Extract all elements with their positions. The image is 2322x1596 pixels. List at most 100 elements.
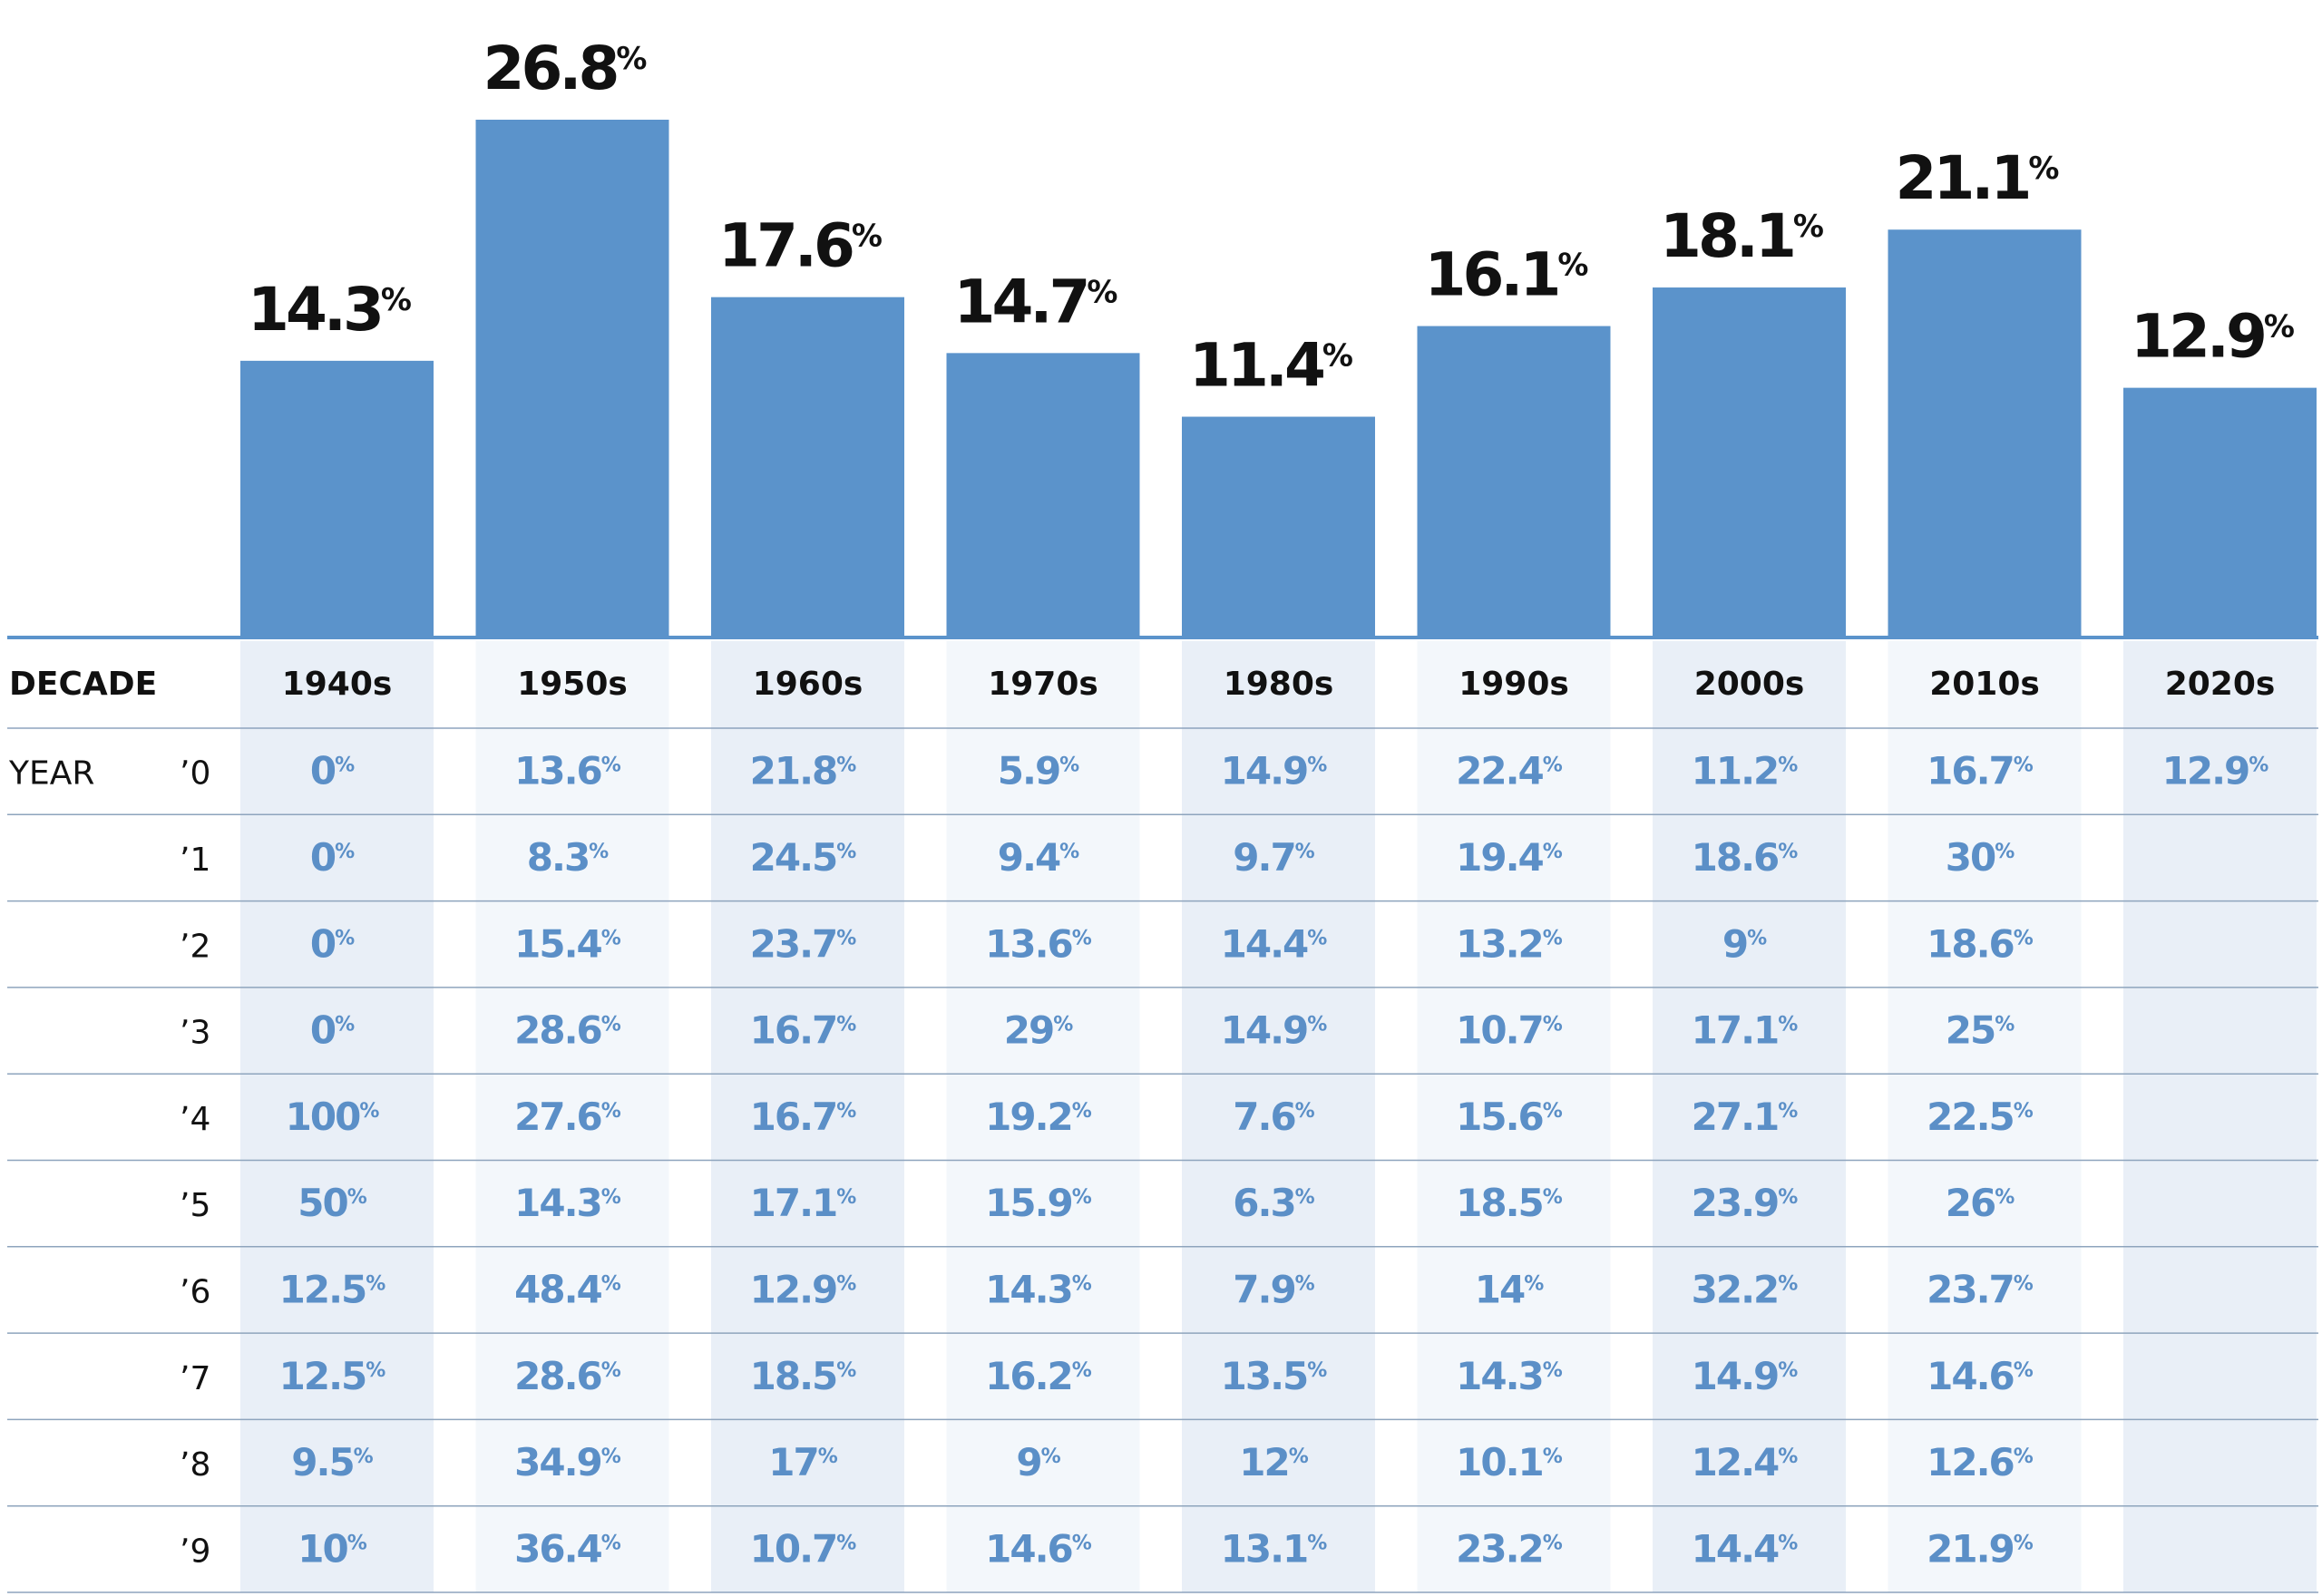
percent-sign: % [1295, 1272, 1315, 1295]
percent-sign: % [1307, 754, 1327, 777]
percent-sign: % [1524, 1272, 1544, 1295]
percent-sign: % [601, 1100, 621, 1123]
table-cell: 24.5% [750, 835, 857, 880]
decade-label-2020s: 2020s [2165, 666, 2276, 703]
bar-1990s [1417, 326, 1611, 637]
percent-sign: % [1543, 1359, 1563, 1382]
decade-label-2000s: 2000s [1694, 666, 1805, 703]
percent-sign: % [852, 219, 882, 255]
table-cell: 34.9% [514, 1440, 621, 1484]
percent-sign: % [1778, 754, 1798, 777]
bar-value-label-2010s: 21.1% [1896, 143, 2059, 213]
column-shade-1970s [946, 641, 1140, 1592]
percent-sign: % [1072, 1359, 1092, 1382]
percent-sign: % [1059, 754, 1079, 777]
percent-sign: % [2014, 1272, 2034, 1295]
year-label: ’3 [180, 1015, 210, 1052]
year-label: ’2 [180, 928, 210, 965]
percent-sign: % [1778, 1100, 1798, 1123]
percent-sign: % [335, 754, 355, 777]
bar-1950s [475, 120, 669, 637]
percent-sign: % [1557, 248, 1587, 284]
year-label: ’4 [180, 1101, 210, 1138]
year-label: ’0 [180, 755, 210, 793]
percent-sign: % [836, 1186, 856, 1209]
percent-sign: % [1778, 1445, 1798, 1468]
bar-value-label-1960s: 17.6% [718, 211, 882, 281]
column-shade-1950s [475, 641, 669, 1592]
percent-sign: % [601, 927, 621, 949]
percent-sign: % [1072, 927, 1092, 949]
percent-sign: % [2014, 1359, 2034, 1382]
bar-value-label-1940s: 14.3% [248, 275, 411, 345]
percent-sign: % [601, 1186, 621, 1209]
percent-sign: % [2014, 1445, 2034, 1468]
percent-sign: % [1778, 1272, 1798, 1295]
column-shade-2010s [1888, 641, 2082, 1592]
percent-sign: % [366, 1272, 385, 1295]
percent-sign: % [601, 1272, 621, 1295]
percent-sign: % [1995, 1014, 2015, 1036]
percent-sign: % [366, 1359, 385, 1382]
percent-sign: % [1747, 927, 1767, 949]
percent-sign: % [381, 282, 411, 318]
percent-sign: % [1995, 841, 2015, 863]
percent-sign: % [1543, 1100, 1563, 1123]
year-label: ’5 [180, 1187, 210, 1224]
table-cell: 9% [1016, 1440, 1060, 1484]
percent-sign: % [335, 1014, 355, 1036]
percent-sign: % [1295, 1100, 1315, 1123]
percent-sign: % [1307, 927, 1327, 949]
column-shade-1990s [1417, 641, 1611, 1592]
bar-2020s [2123, 387, 2317, 637]
table-cell: 28.6% [514, 1008, 621, 1053]
percent-sign: % [1087, 274, 1117, 310]
column-shade-2000s [1653, 641, 1846, 1592]
year-label: ’9 [180, 1533, 210, 1570]
decade-label-1940s: 1940s [282, 666, 393, 703]
decade-label-1950s: 1950s [517, 666, 628, 703]
percent-sign: % [616, 41, 646, 77]
percent-sign: % [335, 841, 355, 863]
percent-sign: % [354, 1445, 374, 1468]
percent-sign: % [347, 1532, 367, 1554]
table-cell: 10% [298, 1526, 366, 1571]
bar-value-label-1950s: 26.8% [483, 34, 647, 103]
percent-sign: % [2014, 754, 2034, 777]
percent-sign: % [1543, 841, 1563, 863]
decade-label-1960s: 1960s [753, 666, 863, 703]
percent-sign: % [836, 1014, 856, 1036]
percent-sign: % [601, 1532, 621, 1554]
percent-sign: % [1793, 209, 1823, 245]
percent-sign: % [2014, 927, 2034, 949]
table-cell: 15.9% [985, 1181, 1092, 1225]
percent-sign: % [601, 1359, 621, 1382]
table-cell: 14.9% [1221, 749, 1328, 793]
percent-sign: % [2264, 309, 2294, 345]
year-label: ’6 [180, 1273, 210, 1310]
percent-sign: % [1543, 1014, 1563, 1036]
bar-1970s [946, 353, 1140, 637]
percent-sign: % [1543, 1186, 1563, 1209]
percent-sign: % [1307, 1359, 1327, 1382]
percent-sign: % [1072, 1186, 1092, 1209]
percent-sign: % [1543, 754, 1563, 777]
percent-sign: % [1778, 1532, 1798, 1554]
percent-sign: % [818, 1445, 838, 1468]
percent-sign: % [1995, 1186, 2015, 1209]
percent-sign: % [1041, 1445, 1061, 1468]
percent-sign: % [836, 1359, 856, 1382]
bar-1940s [240, 360, 434, 637]
percent-sign: % [1543, 927, 1563, 949]
percent-sign: % [1778, 1359, 1798, 1382]
bar-2000s [1653, 287, 1846, 637]
percent-sign: % [1778, 1186, 1798, 1209]
table-cell: 17% [768, 1440, 837, 1484]
percent-sign: % [2249, 754, 2268, 777]
decade-label-2010s: 2010s [1929, 666, 2040, 703]
percent-sign: % [836, 1532, 856, 1554]
percent-sign: % [359, 1100, 379, 1123]
bar-value-label-1980s: 11.4% [1189, 331, 1352, 401]
